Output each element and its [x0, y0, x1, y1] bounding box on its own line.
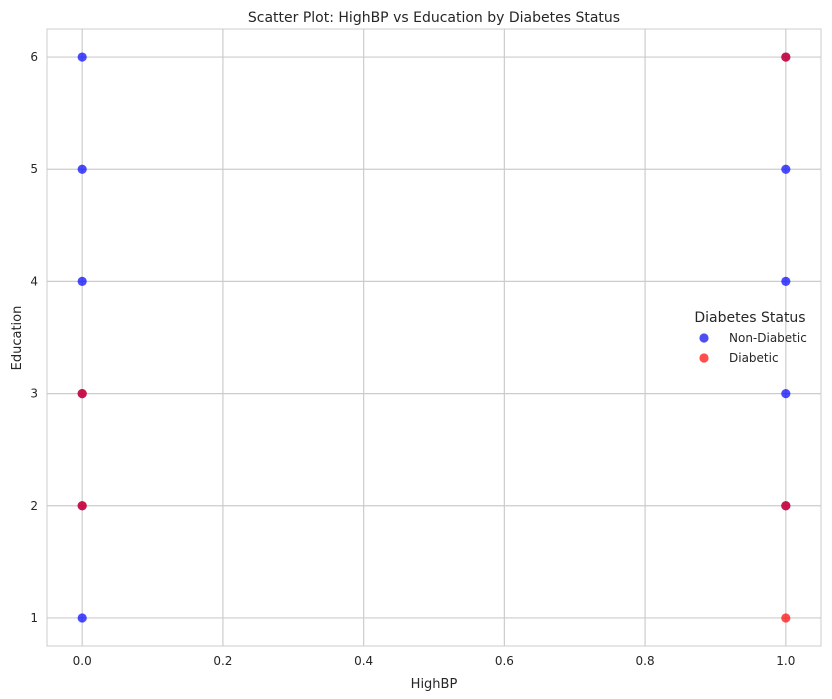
data-point-diabetic [781, 52, 791, 62]
legend-entries: Non-Diabetic Diabetic [699, 331, 807, 365]
x-axis-ticks: 0.0 0.2 0.4 0.6 0.8 1.0 [73, 654, 796, 668]
data-point-non-diabetic [77, 276, 87, 287]
plot-area [46, 28, 822, 647]
data-point-non-diabetic [77, 52, 87, 62]
data-point-non-diabetic [77, 613, 87, 623]
y-tick-label: 1 [30, 611, 38, 625]
data-point-non-diabetic [781, 276, 791, 287]
y-tick-label: 5 [30, 162, 38, 176]
y-tick-label: 3 [30, 387, 38, 401]
legend-title: Diabetes Status [694, 310, 805, 326]
legend-label: Non-Diabetic [729, 331, 807, 345]
data-points [77, 52, 791, 623]
x-tick-label: 0.0 [73, 654, 92, 668]
legend-marker [699, 333, 709, 343]
legend-marker [699, 353, 709, 363]
y-tick-label: 4 [30, 274, 38, 288]
data-point-non-diabetic [781, 388, 791, 399]
data-point-diabetic [781, 613, 791, 623]
x-tick-label: 0.8 [636, 654, 655, 668]
data-point-diabetic [77, 501, 87, 511]
y-axis-ticks: 1 2 3 4 5 6 [30, 50, 38, 625]
chart-title: Scatter Plot: HighBP vs Education by Dia… [248, 10, 620, 26]
y-tick-label: 6 [30, 50, 38, 64]
data-point-diabetic [781, 501, 791, 511]
y-axis-label: Education [10, 306, 25, 371]
data-point-diabetic [77, 388, 87, 399]
data-point-non-diabetic [781, 164, 791, 174]
grid [47, 29, 821, 646]
y-tick-label: 2 [30, 499, 38, 513]
x-axis-label: HighBP [411, 677, 458, 692]
x-tick-label: 1.0 [776, 654, 795, 668]
legend-label: Diabetic [729, 351, 779, 365]
legend: Diabetes Status Non-Diabetic Diabetic [694, 310, 806, 365]
data-point-non-diabetic [77, 164, 87, 174]
x-tick-label: 0.4 [354, 654, 373, 668]
x-tick-label: 0.2 [213, 654, 232, 668]
x-tick-label: 0.6 [495, 654, 514, 668]
